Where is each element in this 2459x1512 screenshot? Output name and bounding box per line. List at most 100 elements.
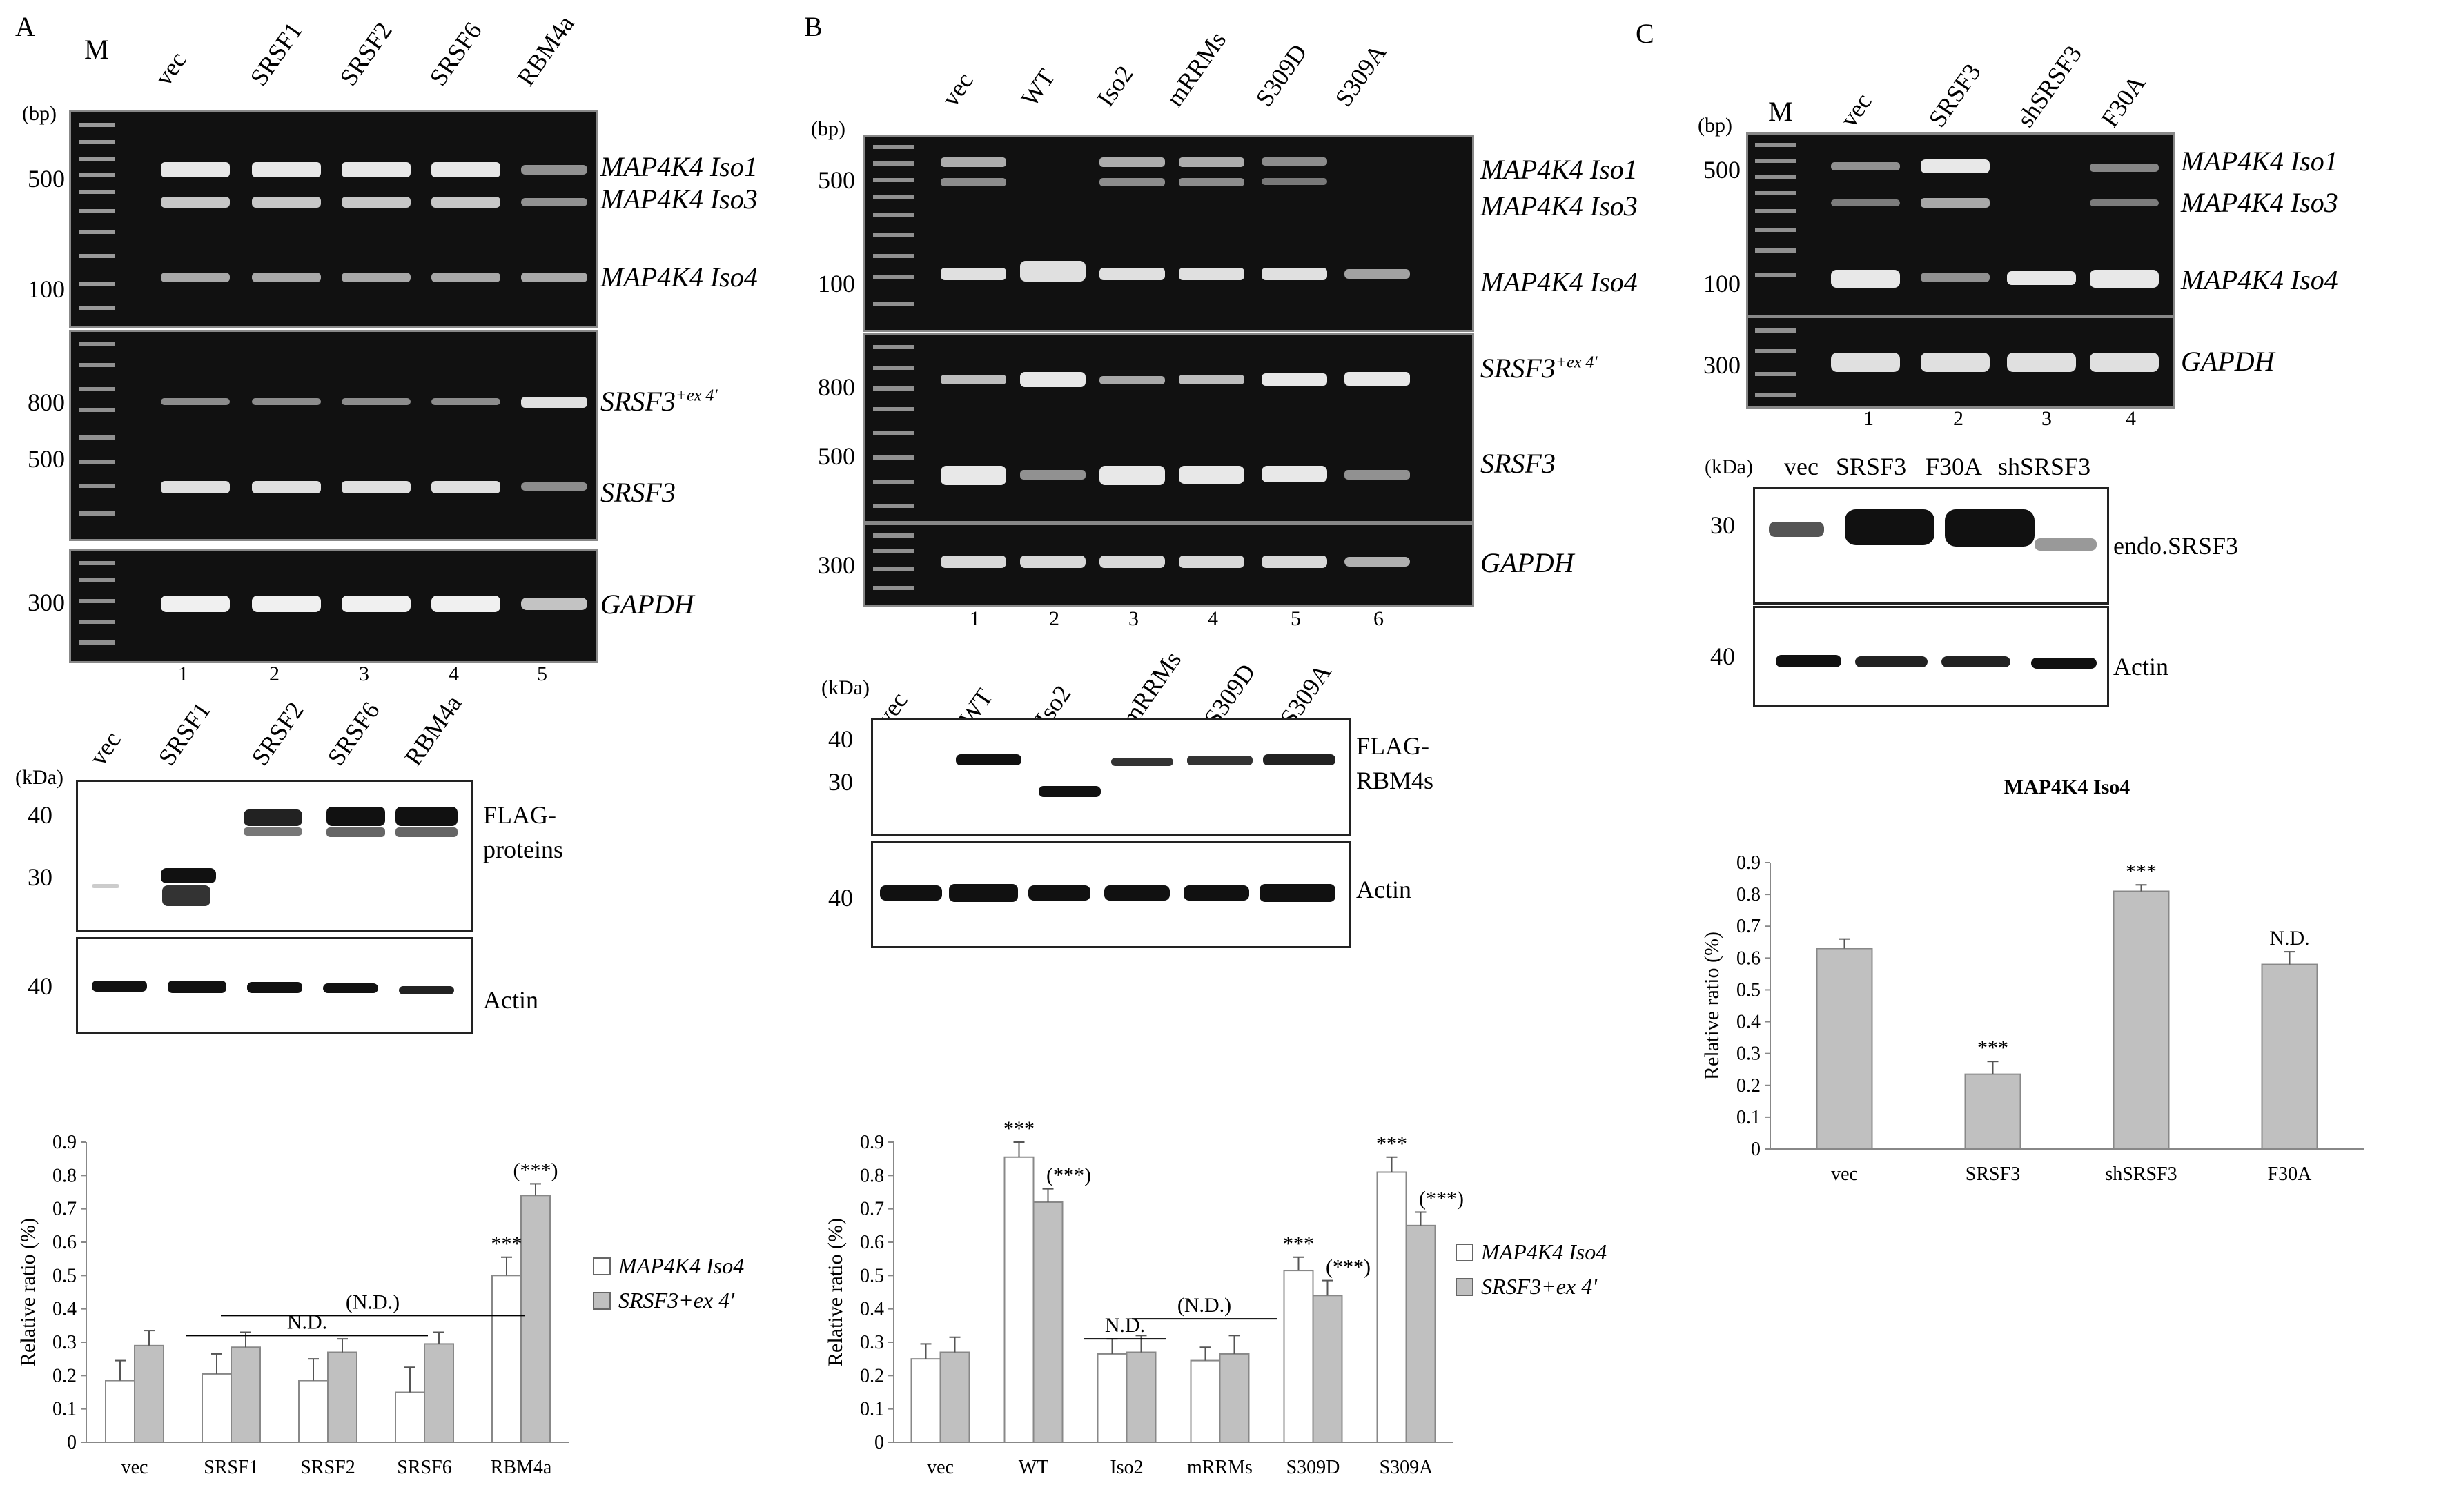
gel1-band-b-iso1: MAP4K4 Iso1 <box>1480 154 1638 185</box>
chart-c: MAP4K4 Iso4 0 0.1 0.2 0.3 0.4 0.5 0.6 0.7 0.8 0.9 R… <box>1677 773 2436 1256</box>
panel-letter-c: C <box>1636 18 1654 49</box>
lane-label-c-1: vec <box>1834 88 1877 132</box>
wb2-tick-b-40: 40 <box>828 884 853 912</box>
gel1-band-b-iso4: MAP4K4 Iso4 <box>1480 266 1638 297</box>
x-tick-label: mRRMs <box>1187 1457 1253 1478</box>
significance-label: (***) <box>1326 1256 1371 1279</box>
gel-c-gapdh-bands <box>1755 328 2159 397</box>
chart-a: 0 0.1 0.2 0.3 0.4 0.5 0.6 0.7 0.8 0.9 Relative rat… <box>14 1073 794 1508</box>
gel-a-gapdh <box>69 549 598 663</box>
gel3-band-a-gapdh: GAPDH <box>600 589 694 620</box>
lane-number-b-4: 4 <box>1208 607 1218 630</box>
x-tick-label: SRSF3 <box>1966 1164 2020 1185</box>
y-axis-label: Relative ratio (%) <box>824 1218 847 1366</box>
y-tick-label: 0.2 <box>52 1365 77 1386</box>
panel-letter-b: B <box>804 11 823 42</box>
gel2-tick-b-800: 800 <box>818 373 855 401</box>
wb-lane-a-1: vec <box>84 726 126 771</box>
lane-label-b-2: WT <box>1015 63 1061 112</box>
bar <box>105 1380 135 1444</box>
wb1-label-b-line2: RBM4s <box>1356 767 1434 794</box>
legend-label: SRSF3+ex 4' <box>618 1288 735 1313</box>
lane-label-c-4: F30A <box>2095 70 2151 132</box>
y-tick-label: 0.7 <box>860 1199 884 1220</box>
gel-a-srsf3-bands <box>79 342 587 516</box>
significance-label: (***) <box>513 1159 558 1181</box>
lane-label-a-3: SRSF2 <box>334 17 398 91</box>
x-tick-label: S309A <box>1380 1457 1434 1478</box>
y-axis-label: Relative ratio (%) <box>17 1218 39 1366</box>
y-tick-label: 0.4 <box>52 1299 77 1320</box>
y-tick-label: 0.5 <box>860 1265 884 1286</box>
bar <box>1312 1295 1343 1444</box>
bp-unit-a: (bp) <box>22 102 57 125</box>
lane-label-a-1: vec <box>149 46 192 91</box>
y-tick-label: 0.8 <box>52 1165 77 1186</box>
wb1-label-b-line1: FLAG- <box>1356 732 1429 760</box>
bar <box>298 1380 329 1444</box>
blot-c-srsf3 <box>1753 487 2109 605</box>
wb-lane-c-1: vec <box>1784 453 1819 480</box>
gel-c-map4k4-bands <box>1755 143 2159 288</box>
wb-lane-a-2: SRSF1 <box>153 696 216 771</box>
wb2-label-a: Actin <box>483 986 538 1014</box>
gel1-tick-c-500: 500 <box>1703 156 1741 184</box>
marker-label-c: M <box>1768 96 1793 127</box>
wb1-label-c: endo.SRSF3 <box>2113 532 2239 560</box>
y-tick-label: 0.7 <box>52 1199 77 1220</box>
y-tick-label: 0.9 <box>860 1132 884 1153</box>
x-tick-label: RBM4a <box>491 1457 552 1478</box>
bar <box>1097 1353 1128 1443</box>
lane-label-b-1: vec <box>936 67 979 112</box>
significance-label: *** <box>1283 1233 1314 1255</box>
bar <box>1219 1353 1250 1443</box>
wb-lane-a-3: SRSF2 <box>246 696 309 771</box>
y-tick-label: 0.9 <box>52 1132 77 1153</box>
x-tick-label: vec <box>1831 1164 1858 1185</box>
gel-a-map4k4-bands <box>79 123 587 310</box>
blot-b-actin-bands <box>880 884 1335 902</box>
chart-c-svg: MAP4K4 Iso4 0 0.1 0.2 0.3 0.4 0.5 0.6 0.7 0.8 0.9 R… <box>1701 776 2364 1185</box>
wb1-tick-c-30: 30 <box>1710 511 1735 539</box>
x-tick-label: Iso2 <box>1110 1457 1143 1478</box>
bar <box>1376 1171 1407 1443</box>
wb-lane-c-2: SRSF3 <box>1836 453 1907 480</box>
gel2-band-a-srsf3: SRSF3 <box>600 477 676 508</box>
wb1-tick-b-30: 30 <box>828 768 853 796</box>
bar <box>1003 1156 1035 1443</box>
gel1-band-a-iso4: MAP4K4 Iso4 <box>600 262 758 293</box>
lane-number-a-2: 2 <box>269 662 280 685</box>
gel2-tick-b-500: 500 <box>818 442 855 470</box>
gel-b-gapdh-bands <box>873 533 1410 590</box>
wb2-tick-a-40: 40 <box>28 972 52 1000</box>
significance-label: *** <box>491 1233 522 1255</box>
bar <box>424 1343 454 1443</box>
gel2-band-a-srsf3-ex4-name: SRSF3 <box>600 386 676 417</box>
lane-number-b-6: 6 <box>1373 607 1384 630</box>
significance-label: (***) <box>1046 1164 1091 1187</box>
bar <box>910 1358 941 1443</box>
gel2-band-a-srsf3-ex4-sup: +ex 4' <box>675 386 718 405</box>
gel1-tick-b-100: 100 <box>818 270 855 297</box>
chart-title: MAP4K4 Iso4 <box>2004 776 2130 798</box>
lane-number-a-4: 4 <box>449 662 459 685</box>
bar <box>202 1373 232 1443</box>
wb1-label-a-line1: FLAG- <box>483 801 556 829</box>
legend-swatch <box>593 1257 611 1275</box>
x-tick-label: vec <box>121 1457 148 1478</box>
significance-label: *** <box>1003 1117 1035 1140</box>
y-tick-label: 0.3 <box>860 1332 884 1353</box>
y-tick-label: 0.5 <box>1736 979 1761 1001</box>
blot-b-flag <box>871 718 1351 836</box>
wb1-label-a-line2: proteins <box>483 836 563 863</box>
significance-label: *** <box>1376 1132 1407 1155</box>
blot-a-actin <box>76 937 473 1034</box>
x-tick-label: SRSF2 <box>300 1457 355 1478</box>
significance-label: N.D. <box>2269 927 2309 950</box>
gel1-band-c-iso3: MAP4K4 Iso3 <box>2181 187 2338 218</box>
bar <box>1964 1073 2021 1150</box>
gel-b-srsf3-bands <box>873 345 1410 508</box>
chart-b: 0 0.1 0.2 0.3 0.4 0.5 0.6 0.7 0.8 0.9 Relative rat… <box>807 1073 1663 1508</box>
bar <box>939 1351 970 1443</box>
x-tick-label: vec <box>927 1457 954 1478</box>
